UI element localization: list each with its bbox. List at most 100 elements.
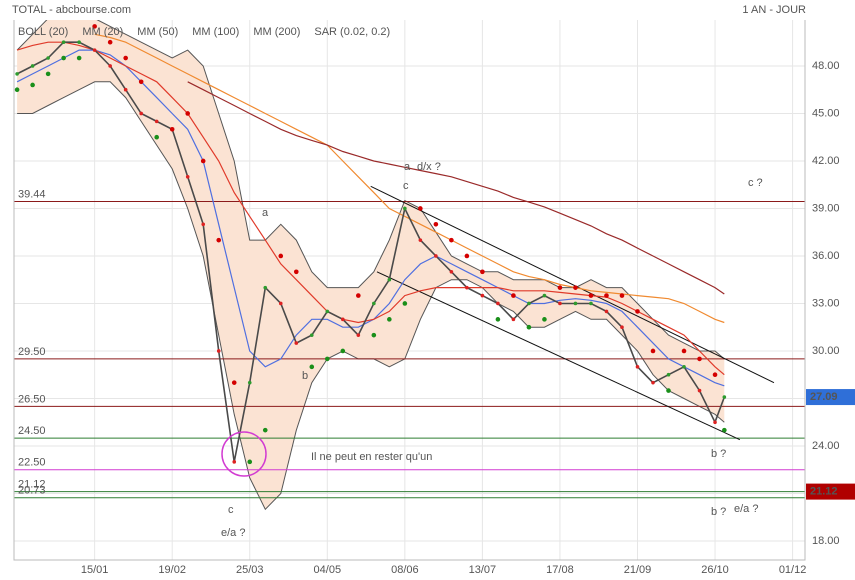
price-point xyxy=(201,222,206,227)
price-point xyxy=(449,270,454,274)
sar-dot xyxy=(247,459,253,465)
sar-dot xyxy=(30,82,35,88)
sar-dot xyxy=(293,269,299,275)
price-point xyxy=(232,460,237,464)
chart-title: TOTAL - abcbourse.com xyxy=(12,4,131,16)
legend-entry: MM (20) xyxy=(82,26,123,38)
annotation: b xyxy=(302,370,308,382)
price-point xyxy=(558,301,562,306)
x-tick-label: 13/07 xyxy=(469,564,497,576)
sar-dot xyxy=(722,427,727,433)
sar-dot xyxy=(138,79,144,85)
sar-dot xyxy=(278,253,284,259)
level-label: 24.50 xyxy=(18,425,46,437)
annotation: Il ne peut en rester qu'un xyxy=(311,451,432,463)
x-tick-label: 21/09 xyxy=(624,564,652,576)
annotation: e/a ? xyxy=(734,503,758,515)
legend-entry: BOLL (20) xyxy=(18,26,68,38)
price-point xyxy=(465,285,469,290)
chart-subtitle: 1 AN - JOUR xyxy=(742,4,806,16)
price-point xyxy=(496,301,500,306)
sar-dot xyxy=(387,317,392,322)
x-tick-label: 08/06 xyxy=(391,564,419,576)
sar-dot xyxy=(92,24,97,29)
sar-dot xyxy=(495,317,501,322)
price-point xyxy=(77,40,81,45)
price-point xyxy=(604,309,609,314)
price-point xyxy=(387,277,392,282)
annotation: a xyxy=(262,207,269,219)
price-point xyxy=(15,72,19,76)
price-point xyxy=(61,40,66,45)
sar-dot xyxy=(666,388,671,393)
bollinger-fill xyxy=(17,10,725,510)
annotation: c ? xyxy=(748,177,763,189)
price-point xyxy=(46,56,50,60)
price-tag xyxy=(806,483,855,500)
price-point xyxy=(682,365,686,369)
price-tag-label: 21.12 xyxy=(810,486,838,498)
overlay: 18.0021.0024.0027.0030.0033.0036.0039.00… xyxy=(18,26,855,576)
highlight-circle xyxy=(221,431,267,477)
sar-dot xyxy=(76,55,82,61)
y-tick-label: 39.00 xyxy=(812,202,840,214)
x-tick-label: 04/05 xyxy=(314,564,342,576)
grid xyxy=(14,5,805,560)
price-tag-label: 27.09 xyxy=(810,391,838,403)
sar-dot xyxy=(356,293,361,298)
legend-entry: SAR (0.02, 0.2) xyxy=(314,26,390,38)
sar-dot xyxy=(681,348,687,354)
plot-area xyxy=(14,10,805,511)
y-tick-label: 24.00 xyxy=(812,440,840,452)
price-point xyxy=(123,87,128,92)
sar-dot xyxy=(107,39,113,45)
price-point xyxy=(697,388,702,393)
x-tick-label: 19/02 xyxy=(158,564,186,576)
y-tick-label: 30.00 xyxy=(812,345,840,357)
price-point xyxy=(139,111,143,116)
price-point xyxy=(263,285,268,290)
sar-dot xyxy=(511,293,516,298)
moving-average xyxy=(187,81,725,295)
level-label: 29.50 xyxy=(18,346,46,358)
legend-entry: MM (50) xyxy=(137,26,178,38)
y-tick-label: 42.00 xyxy=(812,155,840,167)
level-label: 20.73 xyxy=(18,485,46,497)
price-point xyxy=(356,333,361,337)
sar-dot xyxy=(340,348,346,354)
annotation: c xyxy=(228,504,234,516)
sar-dot xyxy=(309,364,315,370)
price-point xyxy=(722,395,727,399)
y-tick-label: 18.00 xyxy=(812,535,840,547)
sar-dot xyxy=(604,293,609,298)
sar-dot xyxy=(123,55,128,61)
price-point xyxy=(434,254,438,258)
price-point xyxy=(325,309,330,314)
price-point xyxy=(418,238,423,242)
bollinger-upper xyxy=(16,10,725,360)
sar-dot xyxy=(526,324,532,330)
price-point xyxy=(309,333,314,337)
level-label: 26.50 xyxy=(18,393,46,405)
sar-dot xyxy=(45,71,51,77)
x-tick-label: 15/01 xyxy=(81,564,109,576)
sar-dot xyxy=(61,55,66,61)
header-bg xyxy=(0,0,855,20)
price-point xyxy=(620,325,624,330)
price-point xyxy=(247,380,252,385)
price-point xyxy=(651,380,655,385)
price-point xyxy=(108,64,112,68)
price-point xyxy=(511,317,516,322)
price-point xyxy=(589,301,593,306)
price-point xyxy=(278,301,283,306)
annotation: b ? xyxy=(711,448,726,460)
price-point xyxy=(403,206,407,211)
y-tick-label: 45.00 xyxy=(812,107,840,119)
annotation: e/a ? xyxy=(221,527,245,539)
price-point xyxy=(573,301,578,306)
sar-dot xyxy=(433,222,439,227)
price-point xyxy=(92,48,97,52)
y-tick-label: 36.00 xyxy=(812,250,840,262)
y-tick-label: 48.00 xyxy=(812,60,840,72)
